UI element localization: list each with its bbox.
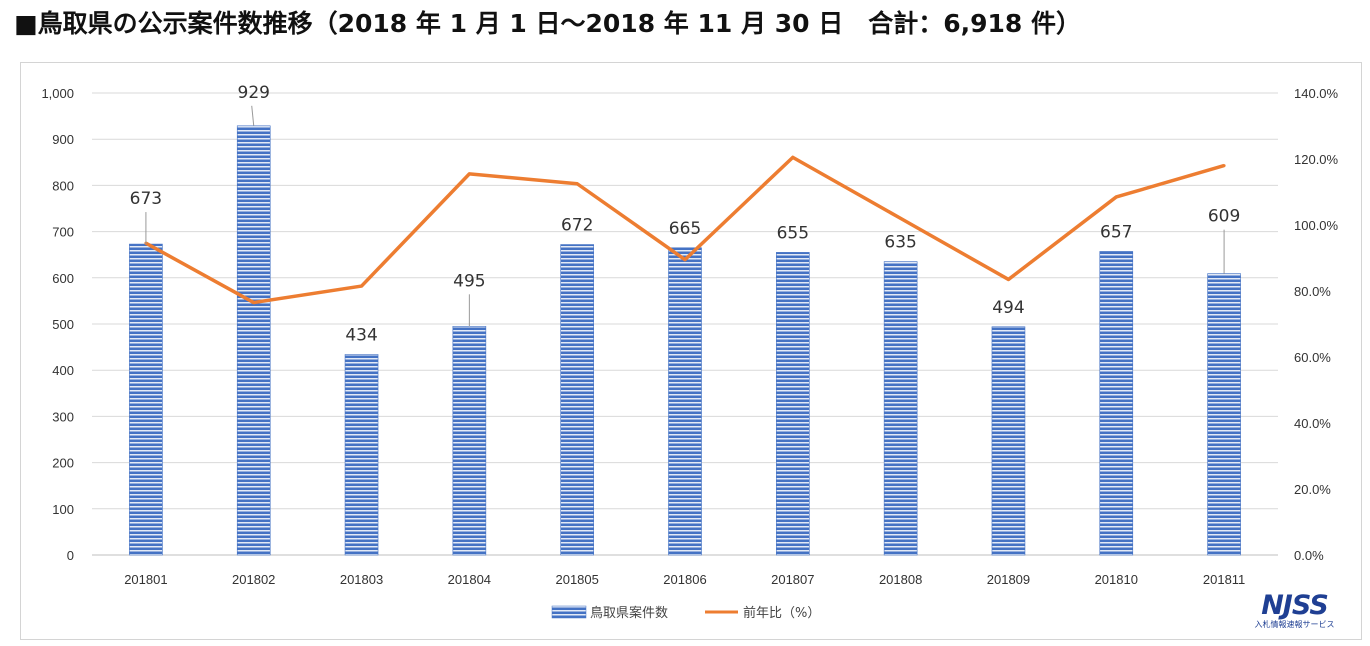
x-tick-label: 201804 <box>448 572 491 587</box>
legend: 鳥取県案件数 前年比（%） <box>551 605 820 621</box>
bar <box>883 261 918 556</box>
ratio-point <box>791 155 795 159</box>
left-tick-label: 700 <box>52 225 74 240</box>
x-tick-label: 201809 <box>987 572 1030 587</box>
right-tick-label: 20.0% <box>1294 482 1331 497</box>
bar-data-label: 494 <box>992 298 1024 318</box>
right-tick-label: 40.0% <box>1294 416 1331 431</box>
right-tick-label: 0.0% <box>1294 548 1324 563</box>
right-tick-label: 120.0% <box>1294 152 1339 167</box>
bar <box>129 243 163 556</box>
ratio-point <box>252 301 256 305</box>
bar-data-label: 672 <box>561 216 593 236</box>
ratio-point <box>683 258 687 262</box>
left-tick-label: 100 <box>52 502 74 517</box>
left-tick-label: 900 <box>52 132 74 147</box>
left-tick-label: 0 <box>67 548 74 563</box>
x-tick-label: 201810 <box>1095 572 1138 587</box>
left-tick-label: 600 <box>52 271 74 286</box>
x-axis-ticks: 201801 201802 201803 201804 201805 201806 2018… <box>124 572 1245 587</box>
bar-data-label: 673 <box>130 189 162 209</box>
logo-mark: NJSS <box>1261 590 1329 621</box>
bar-data-label: 929 <box>238 83 270 103</box>
bar <box>236 125 271 556</box>
leader-line <box>251 105 255 126</box>
left-tick-label: 800 <box>52 178 74 193</box>
bar-data-label: 495 <box>453 271 485 291</box>
bar-data-label: 665 <box>669 219 701 239</box>
bars <box>129 125 1241 556</box>
left-axis-ticks: 0 100 200 300 400 500 600 700 800 900 1,000 <box>41 86 74 563</box>
legend-line-label: 前年比（%） <box>743 605 820 621</box>
bar <box>1207 273 1241 556</box>
x-tick-label: 201807 <box>771 572 814 587</box>
legend-bar-swatch <box>551 605 587 619</box>
right-tick-label: 80.0% <box>1294 284 1331 299</box>
ratio-line <box>144 155 1226 305</box>
bar <box>668 247 702 556</box>
ratio-point <box>1114 195 1118 199</box>
ratio-point <box>575 182 579 186</box>
bar-data-label: 657 <box>1100 222 1132 242</box>
ratio-point <box>360 284 364 288</box>
left-tick-label: 1,000 <box>41 86 74 101</box>
bar-data-label: 635 <box>884 233 916 253</box>
left-tick-label: 500 <box>52 317 74 332</box>
bar <box>560 244 594 556</box>
ratio-point <box>899 216 903 220</box>
njss-logo: NJSS 入札情報速報サービス <box>1242 592 1347 632</box>
ratio-point <box>1222 164 1226 168</box>
x-tick-label: 201808 <box>879 572 922 587</box>
left-tick-label: 200 <box>52 456 74 471</box>
right-tick-label: 140.0% <box>1294 86 1339 101</box>
bar-data-label: 609 <box>1208 207 1240 227</box>
ratio-point <box>467 172 471 176</box>
left-tick-label: 400 <box>52 363 74 378</box>
bar <box>991 326 1026 556</box>
x-tick-label: 201802 <box>232 572 275 587</box>
bar <box>776 252 810 556</box>
data-labels: 673 929 434 495 672 665 655 635 494 657 609 <box>130 83 1241 346</box>
legend-bar-label: 鳥取県案件数 <box>590 606 668 621</box>
bar-data-label: 655 <box>777 223 809 243</box>
x-tick-label: 201806 <box>663 572 706 587</box>
right-tick-label: 60.0% <box>1294 350 1331 365</box>
bar <box>1099 251 1134 556</box>
bar <box>452 326 487 556</box>
ratio-point <box>1006 277 1010 281</box>
x-tick-label: 201811 <box>1203 572 1245 587</box>
x-tick-label: 201805 <box>555 572 598 587</box>
logo-subtitle: 入札情報速報サービス <box>1254 620 1335 629</box>
x-tick-label: 201801 <box>124 572 167 587</box>
x-tick-label: 201803 <box>340 572 383 587</box>
right-axis-ticks: 0.0% 20.0% 40.0% 60.0% 80.0% 100.0% 120.0% 140.… <box>1294 86 1339 563</box>
bar-data-label: 434 <box>345 325 377 345</box>
right-tick-label: 100.0% <box>1294 218 1339 233</box>
left-tick-label: 300 <box>52 409 74 424</box>
page-title: ■鳥取県の公示案件数推移（2018 年 1 月 1 日～2018 年 11 月 … <box>14 9 1081 38</box>
bar <box>344 354 379 556</box>
